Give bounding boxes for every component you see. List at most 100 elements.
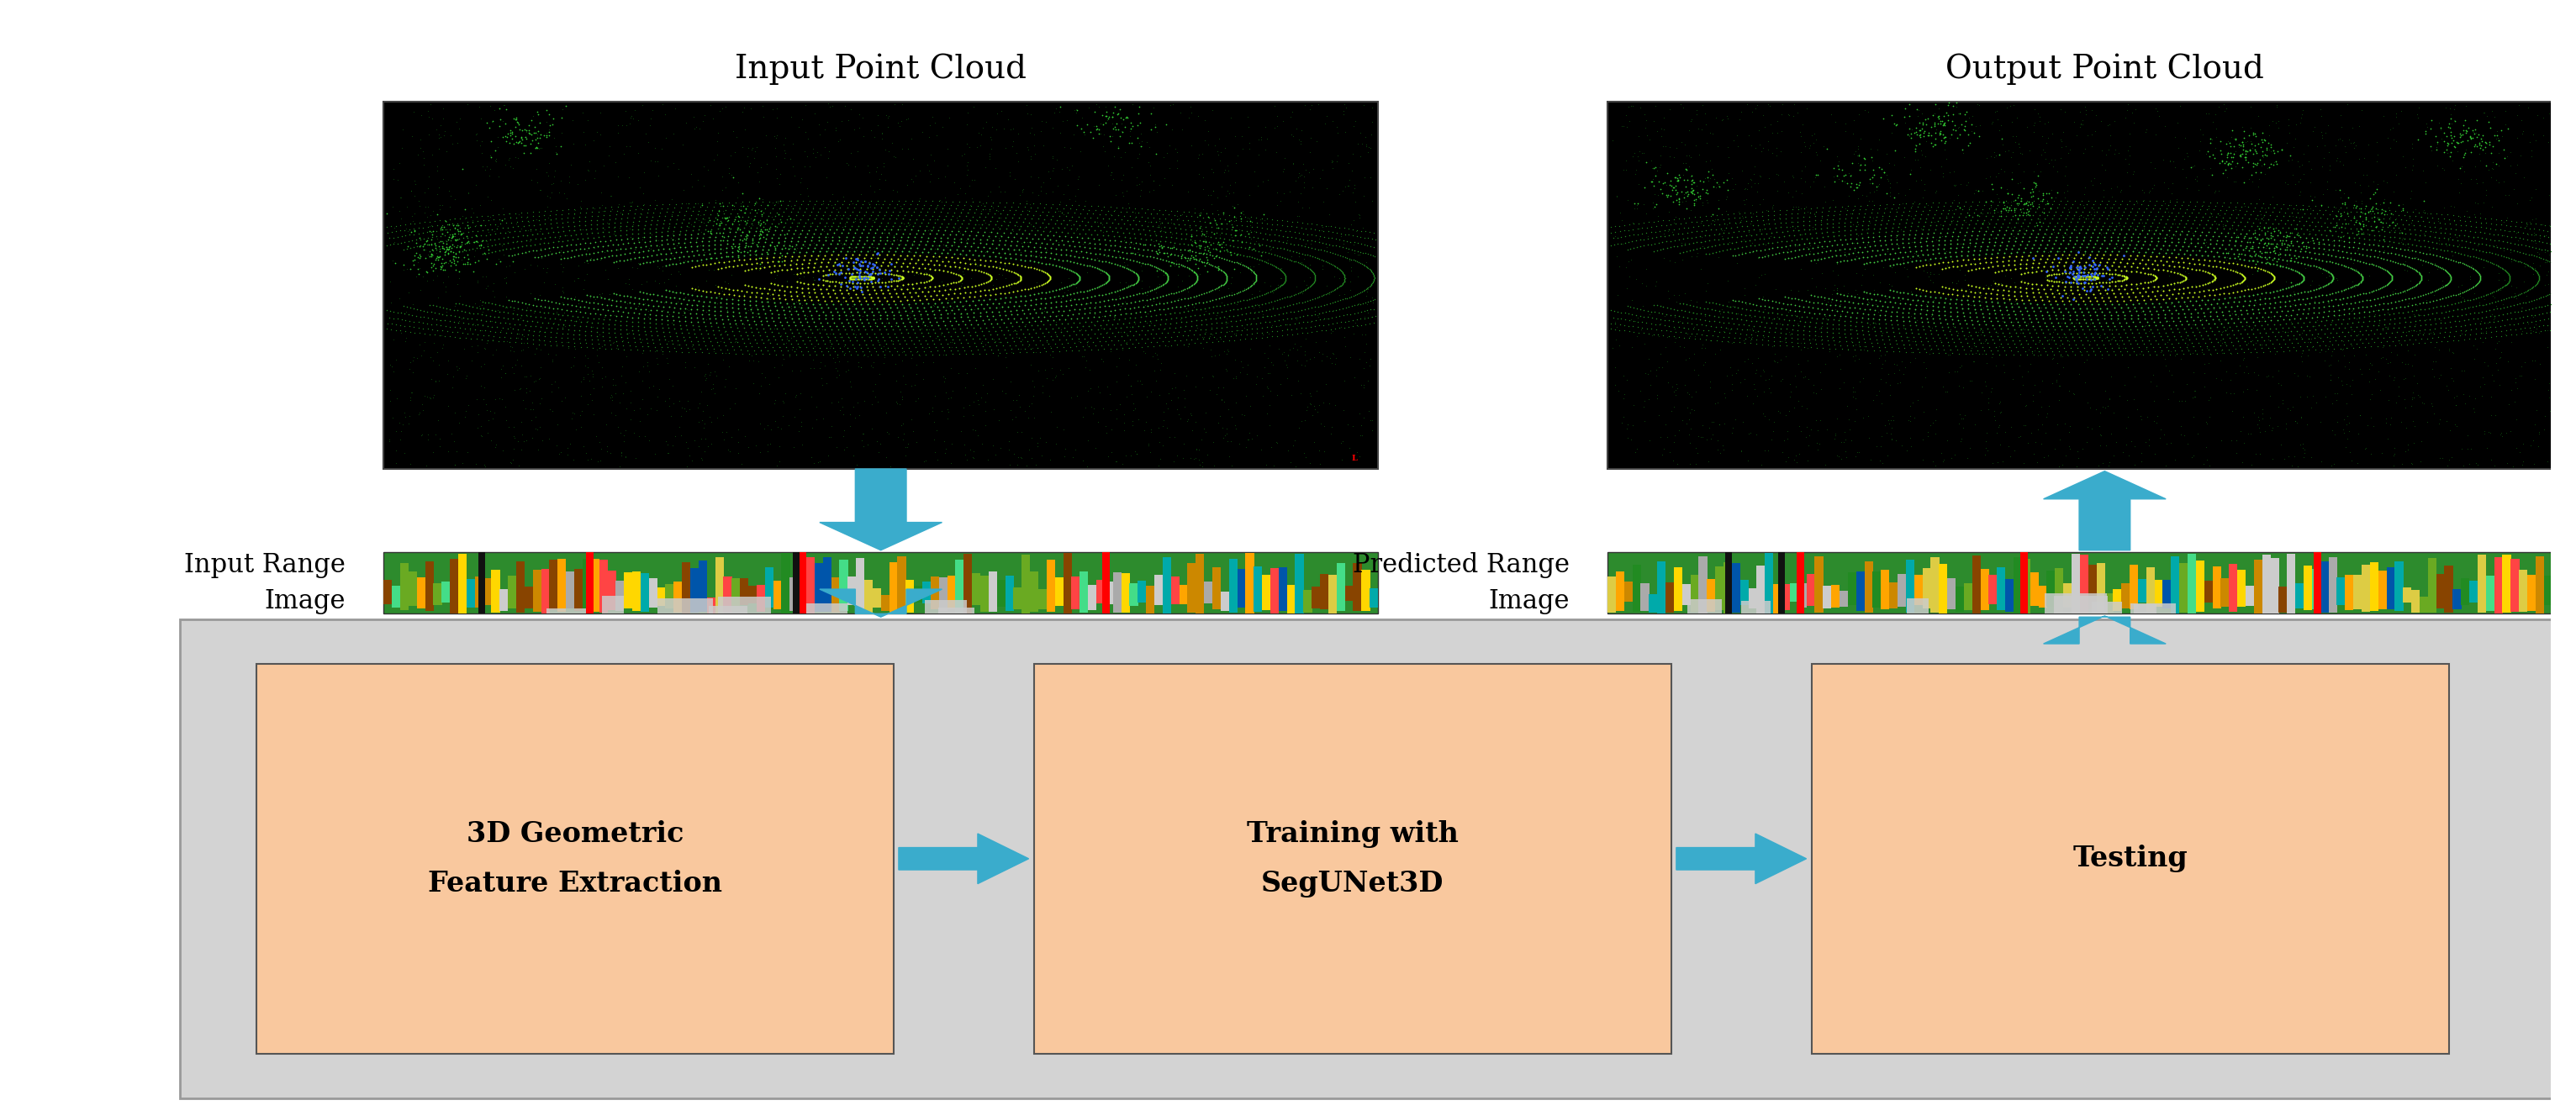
Point [1082,246,1123,263]
Point [1048,315,1090,333]
Bar [757,585,765,612]
Point [1775,377,1816,395]
Point [647,294,688,311]
Point [2535,256,2576,273]
Point [1904,175,1945,193]
Point [1038,280,1079,298]
Point [1901,115,1942,133]
Point [1316,153,1358,171]
Point [2123,191,2164,209]
Point [1010,328,1051,346]
Point [878,383,920,401]
Point [920,301,961,319]
Point [1159,310,1200,328]
Point [2391,388,2432,406]
Point [430,242,471,260]
Point [1149,96,1190,114]
Point [1309,295,1350,312]
Point [2259,324,2300,341]
Point [2120,263,2161,281]
Point [659,283,701,301]
Point [871,235,912,253]
Point [1149,205,1190,223]
Point [1074,287,1115,305]
Point [1935,299,1976,317]
Point [1005,402,1046,420]
Point [1857,200,1899,218]
Point [1082,307,1123,325]
Point [2094,206,2136,224]
Point [1981,214,2022,232]
Point [505,243,546,261]
Point [1154,140,1195,157]
Point [2259,327,2300,345]
Point [744,368,786,386]
Point [644,211,685,229]
Point [1296,307,1337,325]
Point [701,329,742,347]
Point [966,334,1007,352]
Point [2463,387,2504,405]
Point [2241,260,2282,278]
Point [2244,148,2285,166]
Point [1628,432,1669,450]
Point [2079,273,2120,291]
Point [1917,212,1958,230]
Point [2352,185,2393,203]
Point [2040,456,2081,474]
Point [930,258,971,276]
Point [765,217,806,234]
Point [422,299,464,317]
Point [2084,325,2125,343]
Point [2321,283,2362,301]
Point [688,228,729,246]
Point [824,264,866,282]
Point [1082,400,1123,417]
Point [850,266,891,283]
Point [811,325,853,343]
Point [989,262,1030,280]
Point [461,302,502,320]
Point [2393,135,2434,153]
Point [1061,201,1103,219]
Point [672,119,714,137]
Point [1079,240,1121,258]
Point [2339,263,2380,281]
Point [2491,250,2532,268]
Point [487,291,528,309]
Point [585,232,626,250]
Point [1870,235,1911,253]
Point [894,229,935,247]
Point [2221,147,2262,165]
Point [492,233,533,251]
Point [762,394,804,412]
Point [2004,416,2045,434]
Point [1965,241,2007,259]
Point [634,203,675,221]
Point [1834,340,1875,358]
Point [2063,230,2105,248]
Point [781,254,822,272]
Point [685,250,726,268]
Point [755,330,796,348]
Point [788,254,829,272]
Point [930,333,971,350]
Point [1883,194,1924,212]
Point [858,180,899,198]
Point [2540,259,2576,277]
Point [1870,257,1911,275]
Point [711,201,752,219]
Point [1965,424,2007,442]
Point [1852,318,1893,336]
Point [466,232,507,250]
Point [2298,279,2339,297]
Point [1613,317,1654,335]
Point [595,297,636,315]
Point [1752,144,1793,162]
Point [1185,204,1226,222]
Point [2097,231,2138,249]
Point [1726,452,1767,470]
Point [1685,330,1726,348]
Point [1242,319,1283,337]
Point [1615,328,1656,346]
